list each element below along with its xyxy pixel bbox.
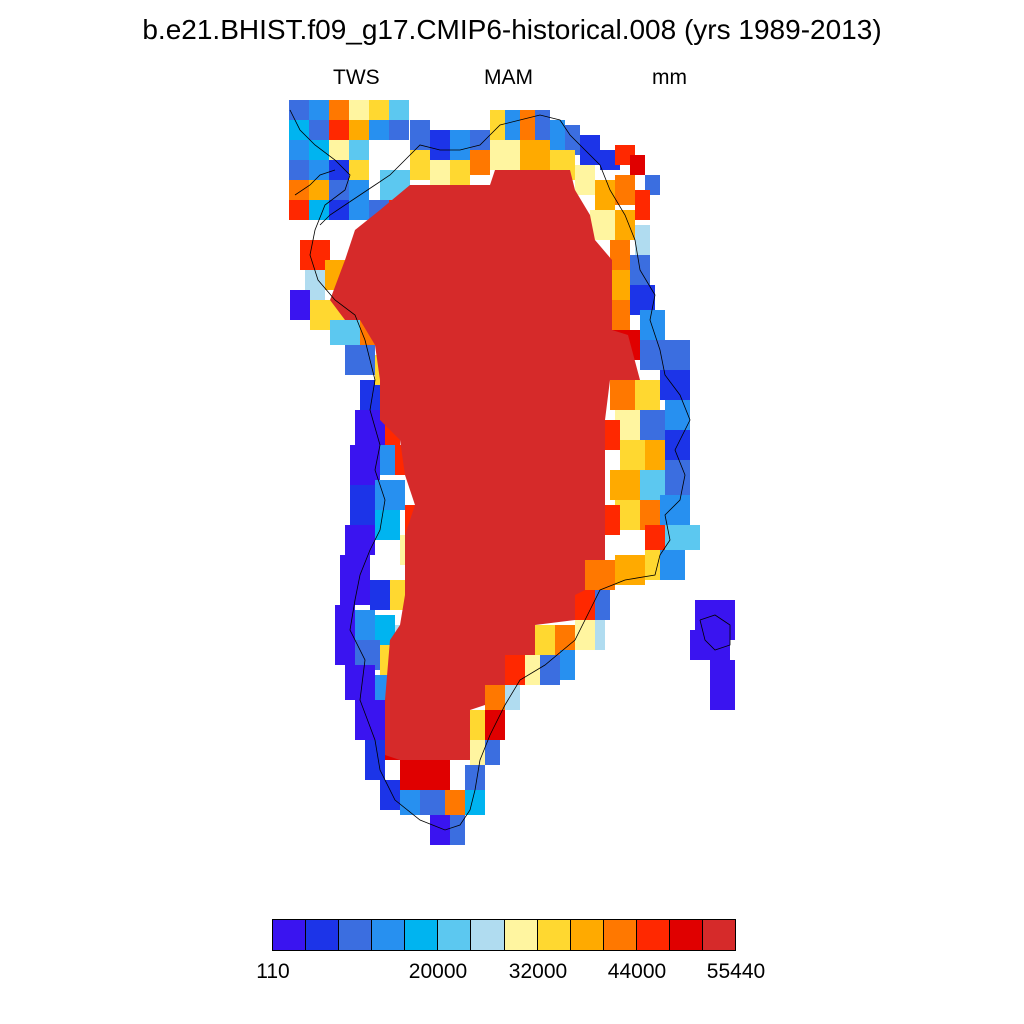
colorbar-tick-label: 110 [256,960,290,983]
colorbar-swatch [339,920,373,950]
colorbar-swatch [636,920,670,950]
interior-ice-sheet [330,170,640,760]
colorbar-tick-label: 44000 [607,960,667,983]
colorbar-tick-label: 20000 [408,960,468,983]
colorbar-swatch [405,920,439,950]
colorbar-tick-label: 55440 [706,960,766,983]
units-label: mm [652,66,687,89]
colorbar-swatch [504,920,538,950]
colorbar-swatch [273,920,307,950]
map-title: b.e21.BHIST.f09_g17.CMIP6-historical.008… [142,14,882,45]
colorbar-swatch [537,920,571,950]
colorbar-swatch [669,920,704,950]
colorbar-tick-label: 32000 [508,960,568,983]
colorbar-swatch [306,920,340,950]
colorbar-swatch [438,920,472,950]
colorbar-swatch [570,920,604,950]
colorbar-swatch [703,920,736,950]
colorbar [272,919,736,951]
colorbar-swatch [372,920,406,950]
colorbar-swatch [603,920,637,950]
season-label: MAM [484,66,533,89]
variable-label: TWS [333,66,380,89]
coastline [289,109,731,831]
colorbar-swatch [471,920,505,950]
coastal-cells [289,100,735,845]
